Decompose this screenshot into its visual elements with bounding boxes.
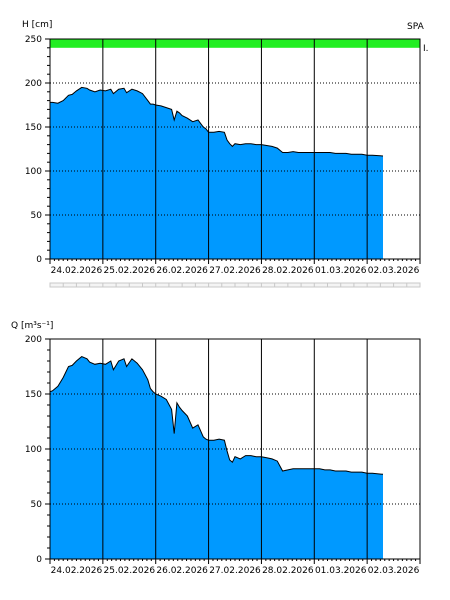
x-tick-label: 02.03.2026 — [368, 266, 420, 276]
y-tick-label: 200 — [25, 79, 42, 89]
x-tick-label: 01.03.2026 — [315, 566, 367, 576]
x-tick-label: 25.02.2026 — [104, 266, 156, 276]
threshold-band — [50, 39, 420, 48]
y-tick-label: 150 — [25, 123, 42, 133]
x-tick-label: 02.03.2026 — [368, 566, 420, 576]
x-tick-label: 25.02.2026 — [104, 566, 156, 576]
y-tick-label: 150 — [25, 390, 42, 400]
y-tick-label: 100 — [25, 167, 42, 177]
plot-frame — [49, 38, 421, 260]
x-tick-label: 27.02.2026 — [209, 566, 261, 576]
station-code: SPA — [407, 22, 424, 32]
y-tick-label: 100 — [25, 445, 42, 455]
y-tick-label: 250 — [25, 35, 42, 45]
series-line-0 — [50, 86, 384, 157]
plot-frame — [49, 338, 421, 560]
chart-bottom-ylabel: Q [m³s⁻¹] — [11, 321, 54, 331]
flood-level-marker: I. — [423, 44, 429, 54]
y-tick-label: 0 — [36, 255, 42, 265]
x-tick-label: 28.02.2026 — [262, 566, 314, 576]
x-tick-label: 24.02.2026 — [51, 566, 103, 576]
x-tick-label: 26.02.2026 — [156, 266, 208, 276]
x-tick-label: 27.02.2026 — [209, 266, 261, 276]
timeline-strip — [49, 282, 421, 288]
y-tick-label: 50 — [31, 211, 43, 221]
series-area-0 — [50, 356, 383, 559]
x-tick-label: 01.03.2026 — [315, 266, 367, 276]
series-line-0 — [49, 356, 384, 475]
y-tick-label: 50 — [31, 500, 43, 510]
x-tick-label: 26.02.2026 — [156, 566, 208, 576]
x-tick-label: 24.02.2026 — [51, 266, 103, 276]
chart-panel-1: 24.02.2026 25.02.2026 26.02.2026 27.02.2026… — [25, 335, 421, 576]
x-tick-label: 28.02.2026 — [262, 266, 314, 276]
y-tick-label: 0 — [36, 555, 42, 565]
series-area-0 — [50, 87, 383, 260]
y-tick-label: 200 — [25, 335, 42, 345]
chart-panel-0: 24.02.2026 25.02.2026 26.02.2026 27.02.2026… — [25, 35, 421, 288]
chart-top-ylabel: H [cm] — [22, 20, 53, 30]
